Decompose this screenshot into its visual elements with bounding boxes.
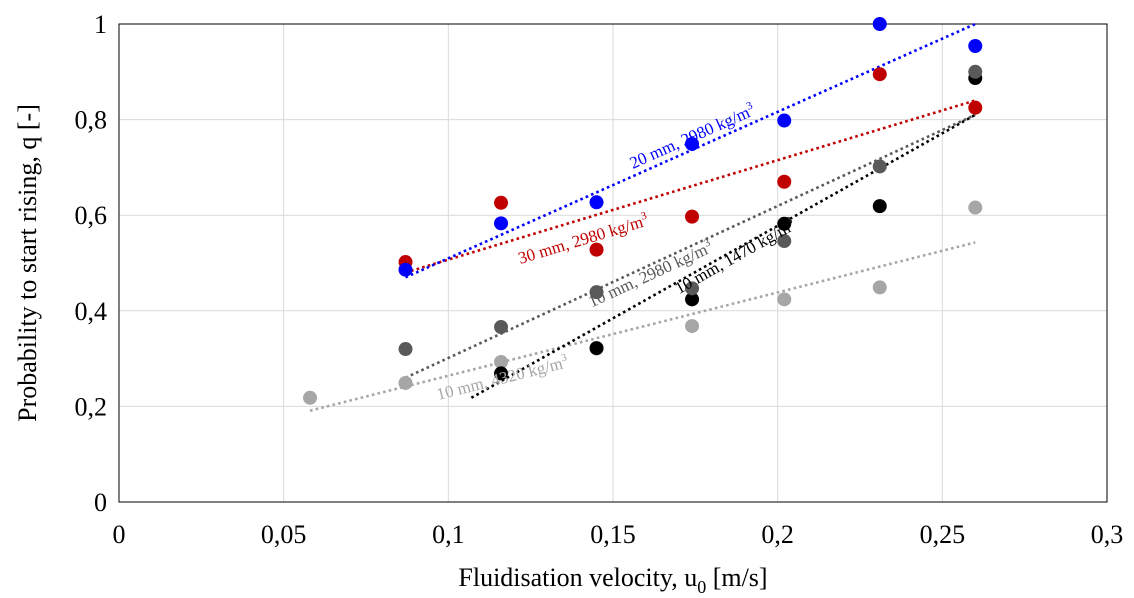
- data-point: [685, 136, 700, 151]
- data-point: [685, 319, 700, 334]
- y-axis-title: Probability to start rising, q [-]: [13, 104, 42, 422]
- data-point: [494, 354, 509, 369]
- x-tick-label: 0,15: [590, 520, 636, 549]
- data-point: [872, 67, 887, 82]
- trendline: [470, 113, 976, 399]
- data-point: [589, 242, 604, 257]
- data-points: [303, 17, 983, 405]
- x-tick-labels: 0 0,05 0,1 0,15 0,2 0,25 0,3: [113, 520, 1124, 549]
- y-tick-label: 0,4: [75, 297, 108, 326]
- data-point: [685, 209, 700, 224]
- y-tick-label: 0,8: [75, 106, 108, 135]
- data-point: [398, 375, 413, 390]
- plot-area-border: [118, 23, 1108, 503]
- data-point: [872, 280, 887, 295]
- x-axis-title: Fluidisation velocity, u0 [m/s]: [458, 563, 767, 597]
- data-point: [589, 285, 604, 300]
- data-point: [968, 200, 983, 215]
- data-point: [398, 262, 413, 277]
- y-tick-label: 0,6: [75, 201, 108, 230]
- data-point: [872, 199, 887, 214]
- trendline: [309, 241, 976, 412]
- data-point: [872, 159, 887, 174]
- trendline: [405, 99, 976, 274]
- data-point: [303, 390, 318, 405]
- data-point: [589, 195, 604, 210]
- x-axis-title-main: Fluidisation velocity, u: [458, 563, 697, 592]
- y-tick-label: 0: [94, 488, 107, 517]
- data-point: [968, 100, 983, 115]
- x-tick-label: 0: [113, 520, 126, 549]
- y-tick-label: 1: [94, 10, 107, 39]
- data-point: [777, 113, 792, 128]
- data-point: [777, 174, 792, 189]
- y-tick-labels: 0 0,2 0,4 0,6 0,8 1: [75, 10, 108, 517]
- data-point: [968, 38, 983, 53]
- x-tick-label: 0,05: [261, 520, 307, 549]
- data-point: [685, 292, 700, 307]
- x-tick-label: 0,3: [1091, 520, 1124, 549]
- data-point: [685, 281, 700, 296]
- data-point: [494, 216, 509, 231]
- x-axis-title-subscript: 0: [697, 577, 706, 597]
- gridlines: [119, 24, 1107, 502]
- data-point: [398, 342, 413, 357]
- data-point: [494, 366, 509, 381]
- data-point: [589, 341, 604, 356]
- x-tick-label: 0,1: [432, 520, 465, 549]
- data-point: [968, 64, 983, 79]
- data-point: [777, 234, 792, 249]
- data-point: [494, 320, 509, 335]
- x-tick-label: 0,2: [761, 520, 794, 549]
- x-axis-title-unit: [m/s]: [706, 563, 767, 592]
- x-tick-label: 0,25: [920, 520, 966, 549]
- y-tick-label: 0,2: [75, 392, 108, 421]
- data-point: [494, 195, 509, 210]
- data-point: [872, 17, 887, 31]
- data-point: [777, 292, 792, 307]
- data-point: [777, 216, 792, 231]
